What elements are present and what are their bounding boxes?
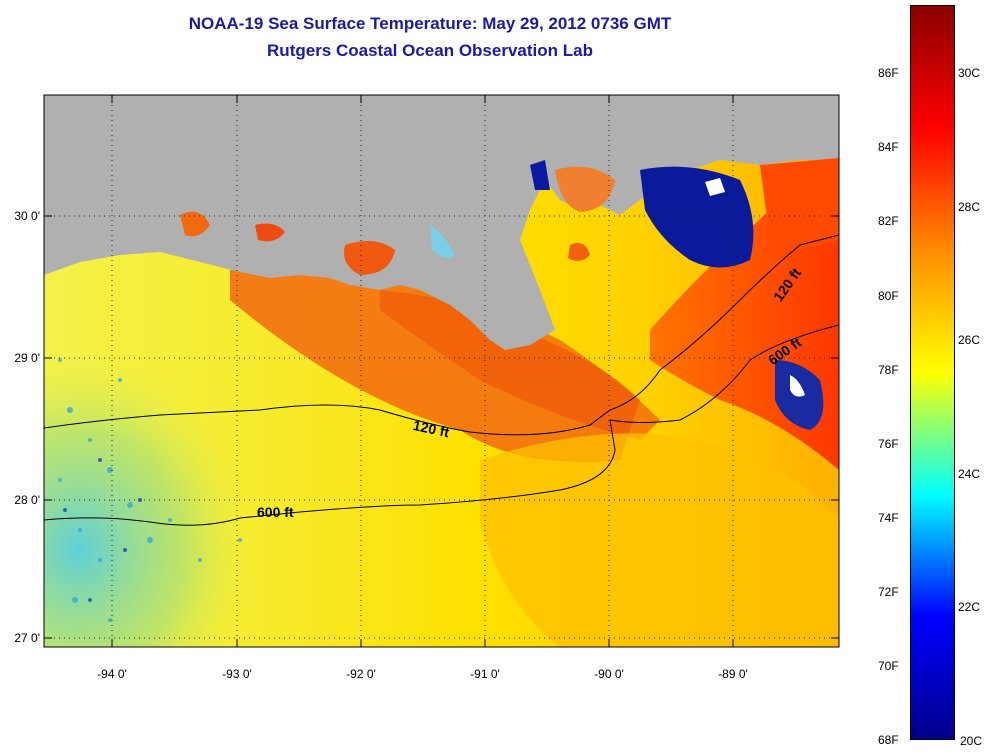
colorbar-label-80f: 80F [878,289,899,303]
contour-label-600ft-west: 600 ft [257,504,294,520]
warm-plume-core [380,290,660,440]
cloud-patch-2 [705,178,725,196]
lon-label-92: -92 0' [346,667,376,681]
colorbar-label-28c: 28C [958,200,981,214]
map-frame [43,94,840,648]
lat-label-29: 29 0' [14,351,40,365]
lat-label-28: 28 0' [14,493,40,507]
lon-label-90: -90 0' [594,667,624,681]
warm-nearshore-east [760,158,839,250]
bay-west-2 [255,223,285,242]
sst-map [43,94,840,648]
bay-central [344,241,395,275]
temperature-colorbar [910,5,955,740]
colorbar-label-76f: 76F [878,437,899,451]
lake-small [568,242,590,261]
lat-lon-grid [44,95,839,647]
lon-label-93: -93 0' [222,667,252,681]
cool-speckles [58,358,242,622]
colorbar-label-30c: 30C [958,66,981,80]
contour-120ft [44,234,839,436]
contour-600ft [44,324,839,526]
colorbar-label-78f: 78F [878,363,899,377]
lon-label-94: -94 0' [97,667,127,681]
lon-label-89: -89 0' [718,667,748,681]
lat-label-27: 27 0' [14,631,40,645]
colorbar-label-70f: 70F [878,659,899,673]
warm-plume-central [230,268,640,462]
colorbar-label-22c: 22C [958,600,981,614]
map-title: NOAA-19 Sea Surface Temperature: May 29,… [188,14,672,33]
lake-pontchartrain [555,166,615,212]
colorbar-label-84f: 84F [878,140,899,154]
colorbar-label-68f: 68F [878,733,899,747]
colorbar-label-24c: 24C [958,467,981,481]
colorbar-label-86f: 86F [878,66,899,80]
colorbar-label-82f: 82F [878,214,899,228]
colorbar-label-74f: 74F [878,511,899,525]
warm-eddy-southeast [480,433,839,647]
lat-label-30: 30 0' [14,209,40,223]
lake-cool [430,225,455,258]
cloud-patch [790,375,805,397]
cold-inland-water [640,166,754,268]
lon-label-91: -91 0' [470,667,500,681]
colorbar-label-72f: 72F [878,585,899,599]
cold-bay-1 [530,160,550,190]
map-subtitle: Rutgers Coastal Ocean Observation Lab [267,41,593,60]
bay-west-1 [180,211,210,237]
colorbar-label-26c: 26C [958,333,981,347]
axis-ticks [44,95,839,647]
land-mass [44,95,839,350]
colorbar-label-20c: 20C [960,734,983,748]
cold-patches [63,458,142,602]
